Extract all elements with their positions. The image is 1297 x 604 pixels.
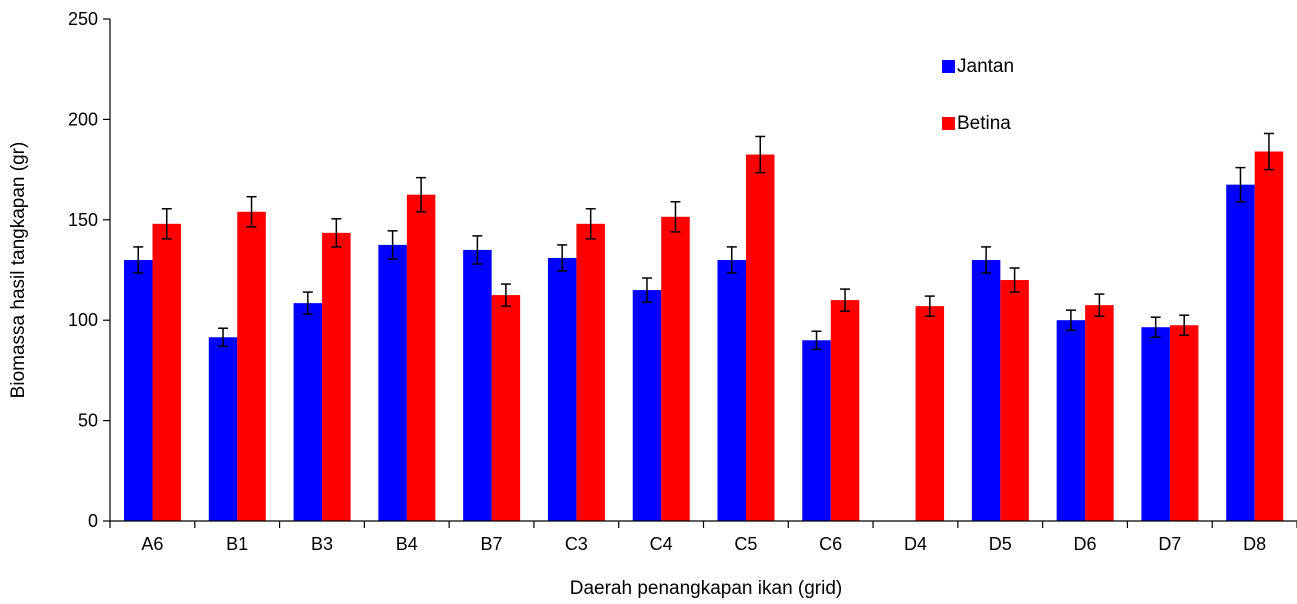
bar-betina-d6 [1085,305,1114,521]
x-tick-label-a6: A6 [141,534,163,554]
x-tick-label-d8: D8 [1243,534,1266,554]
bar-jantan-c6 [802,340,831,521]
bar-betina-c5 [746,154,775,522]
error-bars-layer [133,132,1274,351]
bar-jantan-c5 [717,259,746,521]
bar-betina-d4 [915,306,945,521]
x-tick-label-b1: B1 [226,534,248,554]
x-tick-label-c3: C3 [565,534,588,554]
x-tick-label-c5: C5 [734,534,757,554]
bar-betina-d8 [1254,151,1284,521]
x-tick-label-b4: B4 [396,534,418,554]
bar-jantan-d7 [1141,327,1170,521]
bar-betina-b4 [406,194,436,521]
bar-betina-b3 [322,232,351,522]
x-tick-label-b3: B3 [311,534,333,554]
legend: Jantan Betina [942,56,1014,134]
bar-betina-a6 [152,223,181,522]
axes-layer: 0 50 100 150 200 250 A6 B1 B3 B4 B7 C3 C4 C5 C6 D4 D5 D6 D… [68,9,1297,554]
legend-swatch-betina [942,117,955,130]
x-tick-label-d4: D4 [904,534,927,554]
y-tick-label-250: 250 [68,9,98,29]
x-tick-label-d7: D7 [1158,534,1181,554]
x-tick-label-d5: D5 [989,534,1012,554]
bar-betina-d7 [1169,325,1199,521]
bar-jantan-b1 [208,337,238,521]
bars-layer [124,151,1284,522]
legend-label-jantan: Jantan [957,56,1014,77]
bar-jantan-b7 [463,249,492,522]
legend-label-betina: Betina [957,113,1011,134]
bar-jantan-d5 [971,259,1001,521]
y-axis-title: Biomassa hasil tangkapan (gr) [8,142,29,399]
bar-betina-b1 [237,211,266,521]
bar-betina-c4 [661,216,690,521]
y-tick-label-150: 150 [68,210,98,230]
bar-jantan-d6 [1056,320,1086,521]
bar-jantan-c3 [547,257,577,521]
bar-jantan-a6 [124,259,153,521]
bar-jantan-c4 [632,290,662,521]
y-tick-label-50: 50 [78,411,98,431]
x-tick-label-d6: D6 [1074,534,1097,554]
x-tick-label-c4: C4 [650,534,673,554]
bar-jantan-d8 [1226,184,1255,521]
bar-betina-c3 [576,223,605,522]
bar-jantan-b4 [378,244,407,521]
bar-betina-b7 [491,295,521,521]
y-tick-label-200: 200 [68,109,98,129]
bar-betina-d5 [1000,280,1029,521]
y-tick-label-100: 100 [68,310,98,330]
x-tick-label-c6: C6 [819,534,842,554]
bar-betina-c6 [830,300,860,521]
bar-jantan-b3 [293,303,323,521]
x-axis-title: Daerah penangkapan ikan (grid) [570,578,843,599]
y-tick-label-0: 0 [88,511,98,531]
x-tick-label-b7: B7 [481,534,503,554]
legend-swatch-jantan [942,60,955,73]
